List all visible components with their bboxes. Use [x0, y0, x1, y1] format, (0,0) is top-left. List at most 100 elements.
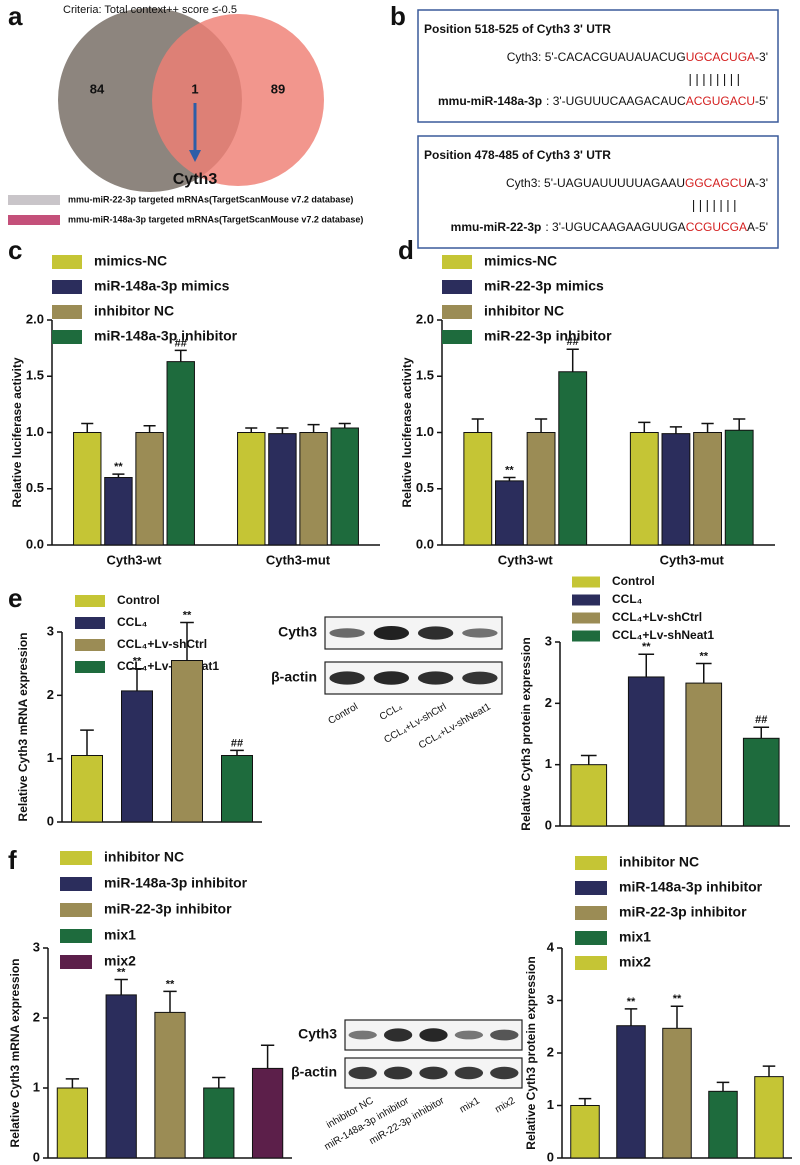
y-tick-label: 0: [33, 1149, 40, 1164]
error-bar: [624, 1008, 638, 1026]
y-axis-title: Relative luciferase activity: [400, 357, 414, 507]
seed-part: UGCACUGA: [686, 50, 755, 64]
legend-swatch: [442, 305, 472, 319]
seed-part: GGCAGCU: [685, 176, 747, 190]
sequence-part: A-5': [747, 220, 768, 234]
significance-label: **: [673, 993, 682, 1005]
target-sequence: Cyth3: 5'-CACACGUAUAUACUGUGCACUGA-3': [507, 50, 768, 64]
charts: 0.0 0.5 1.0 1.5 2.0 Relative luciferase activ…: [8, 253, 792, 1164]
legend-swatch: [572, 594, 600, 606]
legend-label: mimics-NC: [484, 253, 557, 269]
legend-swatch: [75, 617, 105, 629]
y-tick-label: 3: [545, 633, 552, 648]
error-bar: [114, 978, 128, 995]
bar: [121, 690, 153, 823]
sequence-part: -3': [755, 50, 768, 64]
legend-swatch: [442, 330, 472, 344]
error-bar: [174, 349, 187, 362]
x-tick-label: Cyth3-mut: [266, 552, 331, 567]
bar: [742, 737, 780, 827]
blot-band: [454, 1066, 484, 1080]
bar: [693, 432, 722, 546]
error-bar: [695, 662, 712, 684]
blot-band: [454, 1030, 484, 1040]
sequence-title: Position 478-485 of Cyth3 3' UTR: [424, 148, 611, 162]
legend-swatch: [442, 255, 472, 269]
y-tick-label: 2: [33, 1009, 40, 1024]
y-tick-label: 2: [47, 687, 54, 702]
error-bar: [230, 749, 244, 756]
error-bar: [112, 473, 125, 478]
blot-band: [419, 1066, 448, 1080]
legend-swatch: [52, 280, 82, 294]
legend-label: CCL₄+Lv-shCtrl: [612, 610, 702, 624]
sequence-part: : 3'-UGUUUCAAGACAUC: [546, 94, 686, 108]
legend-swatch: [572, 630, 600, 642]
legend-swatch: [52, 255, 82, 269]
sequence-title: Position 518-525 of Cyth3 3' UTR: [424, 22, 611, 36]
y-tick-label: 1.5: [26, 368, 44, 383]
y-tick-label: 0: [545, 817, 552, 832]
bar: [56, 1087, 89, 1159]
y-axis-title: Relative Cyth3 protein expression: [524, 956, 538, 1149]
y-tick-label: 2.0: [26, 311, 44, 326]
error-bar: [638, 653, 655, 677]
legend-label: Control: [612, 574, 655, 588]
y-tick-label: 1.0: [26, 424, 44, 439]
error-bar: [307, 423, 320, 433]
y-tick-label: 1: [47, 750, 54, 765]
legend-swatch: [60, 903, 92, 917]
bar: [171, 660, 203, 823]
blot-band: [462, 671, 498, 685]
bar: [526, 432, 556, 546]
blot-lane-label: CCL₄: [378, 701, 404, 723]
significance-label: **: [166, 978, 175, 990]
legend-label: mix1: [619, 929, 651, 945]
legend-label: miR-148a-3p inhibitor: [94, 328, 238, 344]
error-bar: [276, 427, 289, 434]
mirna-name: mmu-miR-148a-3p: [438, 94, 542, 108]
error-bar: [733, 418, 746, 431]
y-tick-label: 0: [547, 1149, 554, 1164]
bar: [251, 1067, 284, 1159]
legend-label: mix2: [619, 954, 651, 970]
mirna-name: mmu-miR-22-3p: [451, 220, 542, 234]
y-tick-label: 4: [547, 939, 555, 954]
significance-label: **: [642, 641, 651, 653]
venn-count: 1: [191, 81, 198, 96]
bar: [166, 361, 195, 546]
y-tick-label: 2: [547, 1044, 554, 1059]
bar: [627, 676, 665, 827]
blot-lane-label: Control: [327, 701, 360, 727]
legend-swatch: [75, 595, 105, 607]
error-bar: [81, 422, 94, 433]
y-tick-label: 2: [545, 695, 552, 710]
error-bar: [180, 621, 194, 661]
y-tick-label: 1: [547, 1097, 554, 1112]
blot-band: [373, 626, 410, 640]
blot-row-label: Cyth3: [298, 1026, 337, 1042]
sequence-part: A-3': [747, 176, 768, 190]
legend-label: CCL₄: [117, 615, 148, 629]
mirna-sequence: mmu-miR-148a-3p: 3'-UGUUUCAAGACAUCACGUGA…: [438, 94, 768, 108]
bar: [237, 432, 266, 546]
legend-swatch: [575, 906, 607, 920]
error-bar: [716, 1081, 730, 1092]
legend-swatch: [75, 639, 105, 651]
blot-band: [329, 671, 365, 685]
y-tick-label: 0.5: [26, 480, 44, 495]
error-bar: [212, 1076, 226, 1088]
y-axis-title: Relative Cyth3 protein expression: [519, 637, 533, 830]
y-tick-label: 0.0: [26, 536, 44, 551]
sequence-part: Cyth3: 5'-UAGUAUUUUUAGAAU: [506, 176, 685, 190]
bar: [104, 477, 133, 546]
bar: [221, 755, 253, 823]
legend-label: mmu-miR-148a-3p targeted mRNAs(TargetSca…: [68, 214, 363, 224]
bar: [71, 755, 103, 823]
bar: [463, 432, 493, 546]
bar: [495, 480, 524, 546]
bar: [268, 433, 297, 546]
significance-label: ##: [231, 737, 243, 749]
y-tick-label: 2.0: [416, 311, 434, 326]
